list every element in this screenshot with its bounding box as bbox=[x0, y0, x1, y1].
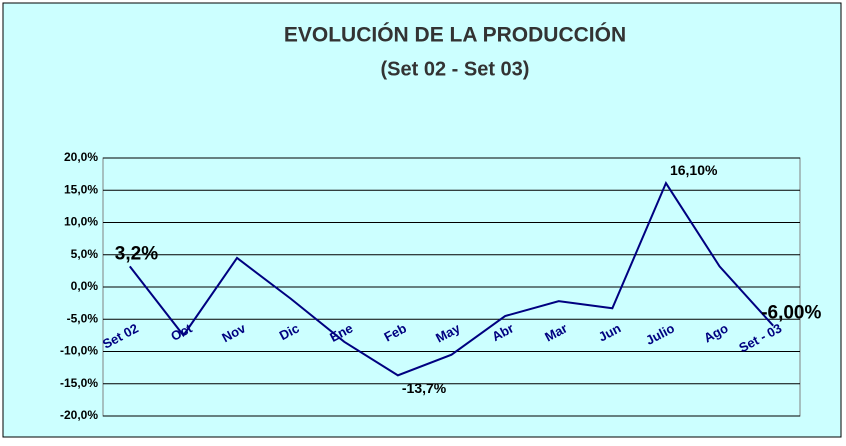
y-tick-label: -5,0% bbox=[67, 311, 99, 325]
y-tick-label: -20,0% bbox=[60, 408, 98, 422]
y-tick-label: 0,0% bbox=[71, 279, 99, 293]
data-label: -6,00% bbox=[761, 303, 821, 324]
y-tick-label: -15,0% bbox=[60, 376, 98, 390]
data-label: 3,2% bbox=[115, 243, 158, 264]
data-label: 16,10% bbox=[670, 162, 718, 178]
y-tick-label: 10,0% bbox=[64, 215, 98, 229]
line-series bbox=[129, 181, 774, 377]
chart-title: EVOLUCIÓN DE LA PRODUCCIÓN bbox=[284, 23, 626, 47]
y-tick-label: 20,0% bbox=[64, 150, 98, 164]
chart-background bbox=[2, 2, 842, 438]
data-label: -13,7% bbox=[402, 380, 447, 396]
chart-subtitle: (Set 02 - Set 03) bbox=[381, 58, 530, 80]
y-tick-label: -10,0% bbox=[60, 344, 98, 358]
y-tick-label: 5,0% bbox=[71, 247, 99, 261]
y-tick-label: 15,0% bbox=[64, 182, 98, 196]
